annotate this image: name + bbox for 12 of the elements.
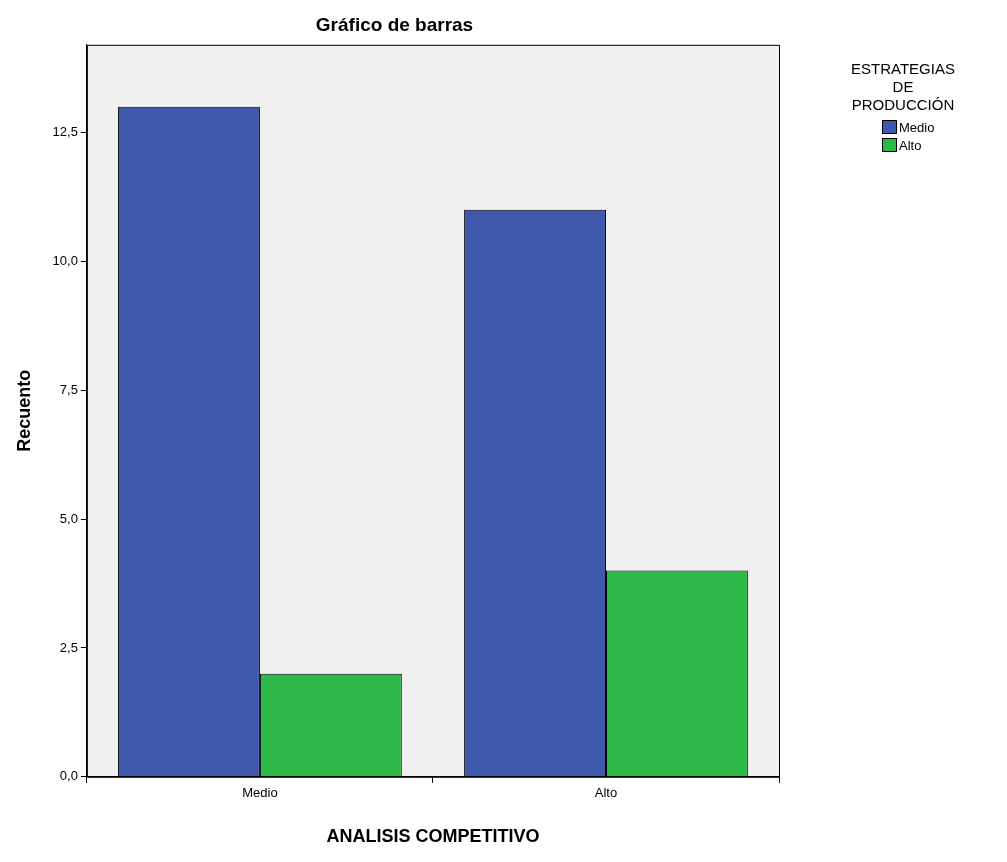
y-tick-label: 5,0 xyxy=(59,510,78,526)
y-tick-label: 10,0 xyxy=(52,252,78,268)
chart-title: Gráfico de barras xyxy=(315,13,474,35)
y-tick-label: 7,5 xyxy=(59,381,78,397)
legend-label: Alto xyxy=(899,137,922,153)
y-axis-title: Recuento xyxy=(13,369,34,452)
y-tick-label: 0,0 xyxy=(59,768,78,784)
y-tick-label: 2,5 xyxy=(59,639,78,655)
x-axis-title: ANALISIS COMPETITIVO xyxy=(326,826,540,847)
legend-title: ESTRATEGIAS DE PRODUCCIÓN xyxy=(850,60,956,114)
legend-label: Medio xyxy=(899,119,935,135)
y-tick-label: 12,5 xyxy=(52,124,78,140)
